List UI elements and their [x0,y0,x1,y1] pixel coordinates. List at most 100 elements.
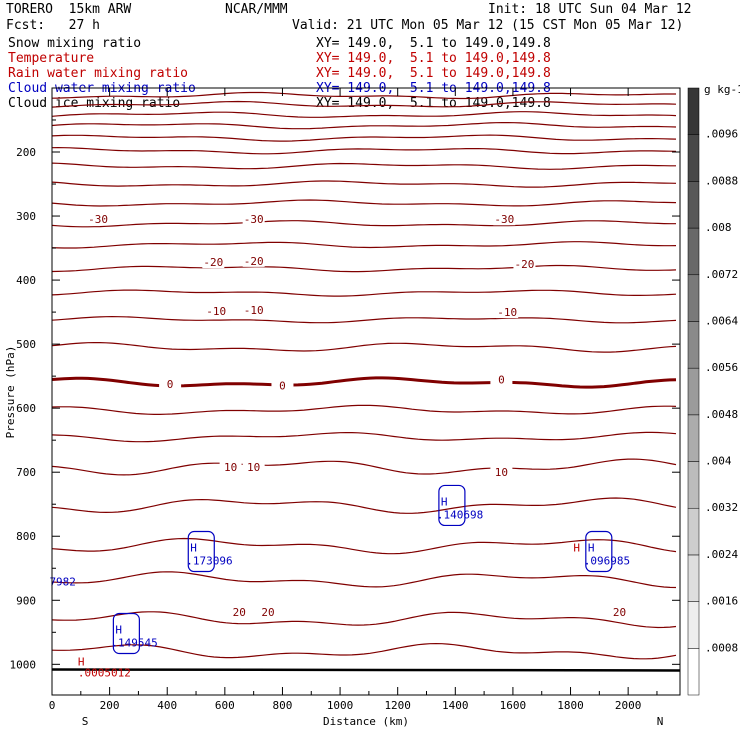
y-tick-label: 800 [16,530,36,543]
y-tick-label: 1000 [10,658,37,671]
field-xy-rain: XY= 149.0, 5.1 to 149.0,149.8 [316,66,551,81]
field-xy-temperature: XY= 149.0, 5.1 to 149.0,149.8 [316,51,551,66]
temperature-label: 0 [167,378,174,391]
y-tick-label: 200 [16,146,36,159]
temperature-label: 20 [613,606,626,619]
cloud-water-max-marker: H [588,542,595,555]
x-tick-label: 1000 [327,699,354,712]
temperature-contour-603 [51,404,677,415]
temperature-label-bg [493,212,516,226]
cloud-water-contour [585,530,613,573]
colorbar-label: .0064 [705,314,738,327]
temperature-label-bg [513,257,536,271]
y-tick-label: 300 [16,210,36,223]
y-tick-label: 400 [16,274,36,287]
temperature-label: 0 [279,380,286,393]
colorbar: .0008 .0016 .0024 .0032 .004 .0048 .0056 .0064.… [687,87,738,696]
y-tick-label: 600 [16,402,36,415]
temperature-label: 20 [261,606,274,619]
temperature-label: -20 [515,258,535,271]
temperature-label-bg [257,604,280,618]
cloud-water-contour [187,530,215,573]
temperature-contour-692 [51,458,677,476]
temperature-contour-178 [51,134,677,142]
colorbar-label: .0008 [705,641,738,654]
cloud-water-max-value: .096985 [584,555,630,568]
y-axis-title: Pressure (hPa) [4,346,17,439]
colorbar-swatch [687,461,700,509]
cloud-water-max-value: .173096 [186,555,232,568]
rain-water-max-marker: H [573,542,580,555]
x-tick-label: 600 [215,699,235,712]
x-tick-label: 0 [49,699,56,712]
colorbar-label: .0048 [705,408,738,421]
field-name-rain: Rain water mixing ratio [8,66,189,81]
cloud-water-contour [438,484,466,527]
temperature-label-bg [271,378,294,392]
temperature-contour-312 [51,220,676,228]
colorbar-swatch [687,601,700,649]
field-xy-snow: XY= 149.0, 5.1 to 149.0,149.8 [316,36,551,51]
colorbar-swatch [687,181,700,229]
colorbar-label: .0024 [705,548,738,561]
x-tick-label: 1400 [442,699,469,712]
x-tick-label: 2000 [615,699,642,712]
temperature-label: -30 [244,213,264,226]
model-title: TORERO 15km ARW [6,2,132,17]
temperature-label: -10 [497,306,517,319]
colorbar-swatch [687,507,700,556]
colorbar-label: .0016 [705,595,738,608]
field-name-temperature: Temperature [8,51,95,66]
temperature-label: -20 [203,256,223,269]
surface-line [51,668,681,672]
temperature-label: -10 [206,305,226,318]
x-axis-start-label: S [82,715,89,728]
temperature-label: 0 [498,373,505,386]
org-label: NCAR/MMM [225,2,288,17]
colorbar-label: .0096 [705,128,738,141]
temperature-label: 20 [233,606,246,619]
colorbar-label: .004 [705,455,732,468]
temperature-label-bg [490,372,513,386]
rain-water-max-marker: H [78,656,85,669]
temperature-label-bg [228,604,251,618]
y-tick-label: 500 [16,338,36,351]
temperature-label: 10 [247,461,260,474]
colorbar-label: .0056 [705,361,738,374]
temperature-label-bg [219,460,242,474]
temperature-label: 10 [224,461,237,474]
colorbar-label: .008 [705,221,732,234]
temperature-contour-112 [51,91,676,100]
temperature-label-bg [608,604,631,618]
y-tick-label: 900 [16,594,36,607]
temperature-label: -10 [244,304,264,317]
temperature-contour-126 [51,100,677,108]
y-tick-label: 700 [16,466,36,479]
mixing-ratio-maxima: H.140698H.173096H.149545H.0969857982H.00… [49,484,630,680]
temperature-contour-980 [51,642,677,660]
cloud-water-max-marker: H [115,624,122,637]
cloud-water-max-value: .140698 [437,508,483,521]
colorbar-label: .0032 [705,501,738,514]
field-name-snow: Snow mixing ratio [8,36,142,51]
colorbar-swatch [687,648,700,696]
colorbar-unit: g kg-1 [704,83,740,96]
x-tick-label: 800 [273,699,293,712]
x-tick-label: 1800 [557,699,584,712]
plot-frame [51,87,681,696]
x-tick-label: 1200 [384,699,411,712]
temperature-contour-382 [51,264,677,273]
init-time: Init: 18 UTC Sun 04 Mar 12 [488,2,692,17]
colorbar-swatch [687,554,700,602]
field-name-cloud-ice: Cloud ice mixing ratio [8,96,181,111]
temperature-contour-560 [51,376,677,389]
temperature-label: 10 [495,466,508,479]
temperature-contour-645 [51,431,677,443]
x-axis-end-label: N [657,715,664,728]
colorbar-label: .0088 [705,174,738,187]
temperature-contour-815 [51,537,677,555]
colorbar-label: .0072 [705,268,738,281]
temperature-label-bg [242,460,265,474]
colorbar-swatch [687,367,700,416]
